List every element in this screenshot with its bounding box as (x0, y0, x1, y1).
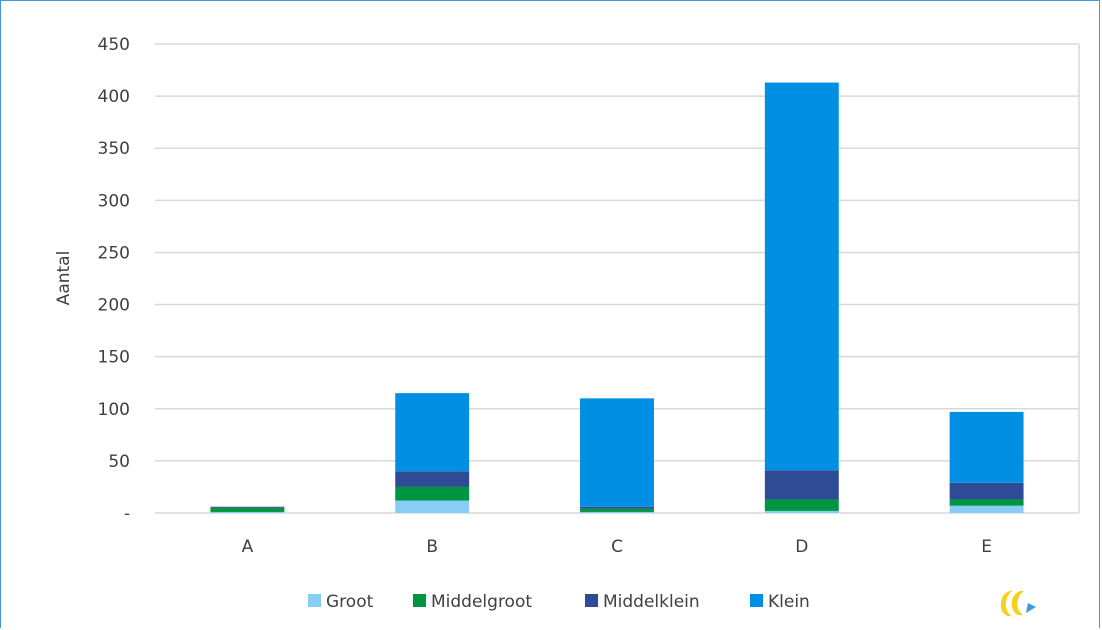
y-tick-label: 200 (98, 296, 130, 316)
logo-icon (1000, 590, 1036, 617)
y-tick-label: - (124, 504, 130, 524)
x-tick-label: E (981, 537, 992, 557)
x-tick-labels: A B C D E (242, 537, 992, 557)
bar-segment (395, 393, 470, 472)
bar-segment (210, 506, 285, 508)
legend: Groot Middelgroot Middelklein Klein (308, 592, 810, 612)
bar-segment (580, 508, 654, 512)
bar-segment (395, 500, 470, 513)
y-tick-label: 400 (98, 87, 130, 107)
bar-segment (210, 511, 285, 513)
bar-segment (949, 499, 1024, 506)
legend-label: Middelklein (603, 592, 700, 612)
bar-segment (580, 506, 654, 509)
legend-swatch (308, 594, 321, 607)
legend-swatch (750, 594, 763, 607)
y-tick-label: 450 (98, 35, 130, 55)
bar-segment (764, 510, 839, 513)
bar-segment (949, 482, 1024, 500)
bar-segment (949, 505, 1024, 513)
bar-segment (949, 411, 1024, 483)
bars (210, 82, 1024, 513)
grid-lines (155, 43, 1080, 514)
legend-swatch (413, 594, 426, 607)
bar-segment (764, 499, 839, 511)
legend-label: Groot (326, 592, 374, 612)
bar-segment (395, 471, 470, 487)
y-tick-label: 350 (98, 139, 130, 159)
x-tick-label: D (795, 537, 808, 557)
y-tick-label: 250 (98, 243, 130, 263)
y-tick-label: 100 (98, 400, 130, 420)
bar-segment (395, 486, 470, 501)
bar-segment (764, 470, 839, 500)
y-tick-label: 50 (108, 452, 130, 472)
bar-segment (210, 507, 285, 512)
bar-segment (580, 511, 654, 513)
y-tick-label: 150 (98, 348, 130, 368)
legend-label: Middelgroot (431, 592, 532, 612)
bar-segment (580, 398, 654, 507)
y-tick-label: 300 (98, 191, 130, 211)
x-tick-label: B (426, 537, 438, 557)
x-tick-label: A (242, 537, 254, 557)
y-axis-label: Aantal (54, 251, 74, 306)
bar-segment (764, 82, 839, 471)
y-tick-labels: - 50 100 150 200 250 300 350 400 450 (98, 35, 130, 524)
legend-swatch (585, 594, 598, 607)
legend-label: Klein (768, 592, 810, 612)
x-tick-label: C (611, 537, 623, 557)
